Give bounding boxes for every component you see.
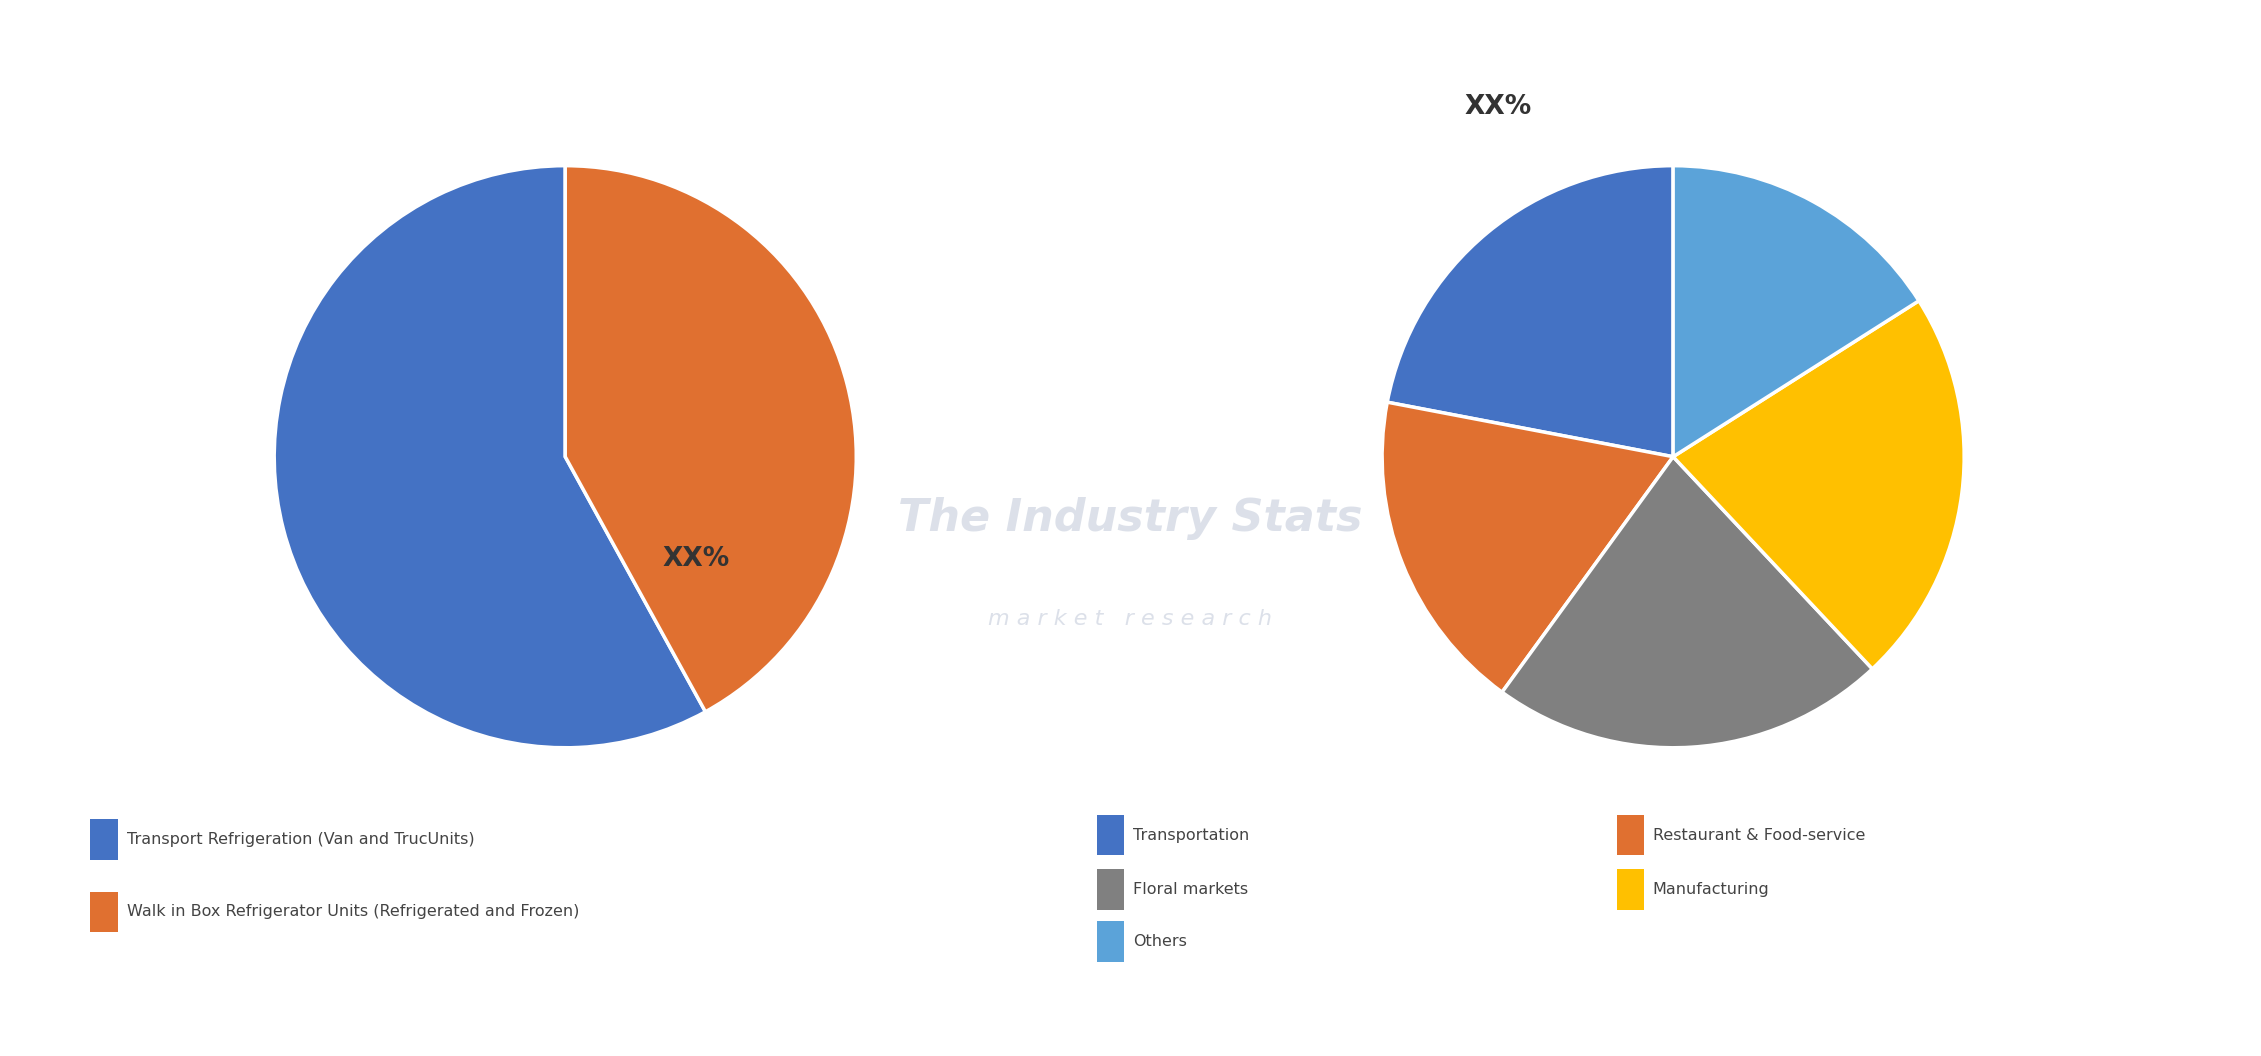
Text: XX%: XX% — [662, 546, 730, 571]
Text: Source: Theindustrystats Analysis: Source: Theindustrystats Analysis — [45, 1000, 391, 1019]
Wedge shape — [1388, 166, 1673, 456]
Bar — [1097, 869, 1124, 909]
Bar — [1617, 814, 1644, 855]
Text: The Industry Stats: The Industry Stats — [898, 497, 1363, 540]
Text: Manufacturing: Manufacturing — [1653, 882, 1770, 897]
Bar — [1097, 921, 1124, 962]
Wedge shape — [1673, 166, 1920, 456]
Wedge shape — [1501, 456, 1872, 748]
Bar — [90, 891, 118, 932]
Text: XX%: XX% — [1465, 94, 1533, 120]
Text: Fig. Global Commercial Refrigeration Market Share by Product Types & Application: Fig. Global Commercial Refrigeration Mar… — [41, 37, 1341, 65]
Wedge shape — [565, 166, 857, 712]
Wedge shape — [1381, 402, 1673, 692]
Wedge shape — [1673, 301, 1965, 668]
Text: Email: sales@theindustrystats.com: Email: sales@theindustrystats.com — [952, 1000, 1309, 1019]
Text: Transport Refrigeration (Van and TrucUnits): Transport Refrigeration (Van and TrucUni… — [127, 832, 475, 848]
Wedge shape — [274, 166, 705, 748]
Bar — [1617, 869, 1644, 909]
Text: Restaurant & Food-service: Restaurant & Food-service — [1653, 828, 1865, 843]
Text: Website: www.theindustrystats.com: Website: www.theindustrystats.com — [1847, 1000, 2216, 1019]
Text: Others: Others — [1133, 934, 1187, 949]
Text: Walk in Box Refrigerator Units (Refrigerated and Frozen): Walk in Box Refrigerator Units (Refriger… — [127, 904, 579, 920]
Bar — [90, 819, 118, 861]
Bar — [1097, 814, 1124, 855]
Text: m a r k e t   r e s e a r c h: m a r k e t r e s e a r c h — [988, 609, 1273, 628]
Text: Transportation: Transportation — [1133, 828, 1248, 843]
Text: Floral markets: Floral markets — [1133, 882, 1248, 897]
